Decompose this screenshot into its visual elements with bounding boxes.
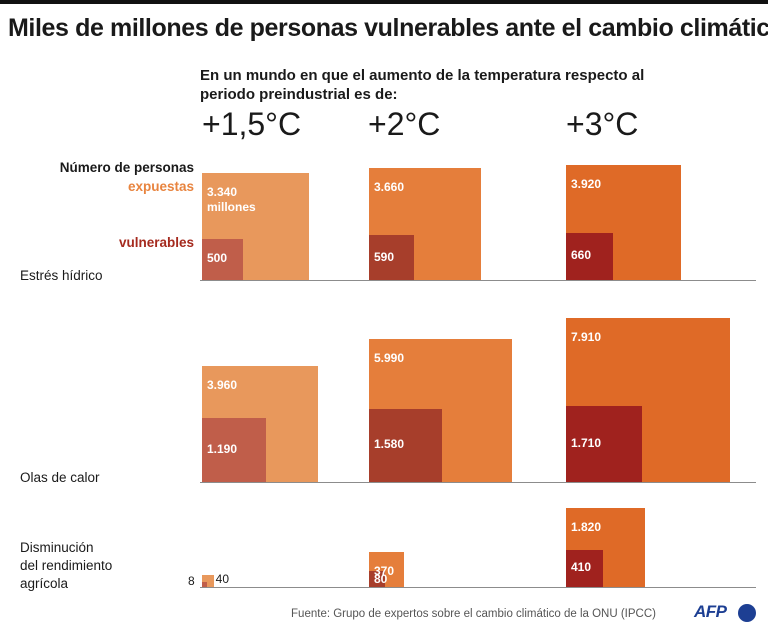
- chart-title: Miles de millones de personas vulnerable…: [8, 14, 768, 42]
- scenario-label-1: +1,5°C: [202, 106, 302, 142]
- vulnerable-value-water-stress-2: 590: [374, 249, 395, 264]
- vulnerable-value-heat-waves-3: 1.710: [571, 435, 602, 450]
- source-note: Fuente: Grupo de expertos sobre el cambi…: [291, 608, 656, 620]
- exposed-value-crop-yield-2: 370: [374, 563, 395, 578]
- baseline-crop-yield: [200, 587, 756, 588]
- vulnerable-value-crop-yield-3: 410: [571, 560, 592, 575]
- exposed-value-heat-waves-2: 5.990: [374, 351, 405, 366]
- vulnerable-box-heat-waves-3: [566, 405, 643, 482]
- exposed-value-water-stress-3: 3.920: [571, 176, 602, 191]
- vulnerable-value-heat-waves-2: 1.580: [374, 437, 405, 452]
- vulnerable-value-crop-yield-1: 8: [188, 574, 195, 588]
- vulnerable-box-water-stress-2: [369, 235, 414, 280]
- vulnerable-box-heat-waves-1: [202, 418, 266, 482]
- vulnerable-value-heat-waves-1: 1.190: [207, 442, 238, 457]
- exposed-value-crop-yield-3: 1.820: [571, 520, 602, 535]
- legend-vulnerable: vulnerables: [118, 235, 194, 250]
- exposed-value-crop-yield-1: 40: [215, 572, 230, 586]
- exposed-box-crop-yield-1: [202, 575, 214, 587]
- row-label-crop-yield: Disminución del rendimiento agrícola: [20, 540, 113, 591]
- row-label-water-stress: Estrés hídrico: [20, 268, 103, 283]
- legend-heading: Número de personas: [59, 160, 194, 175]
- vulnerable-box-crop-yield-1: [202, 581, 208, 587]
- exposed-value-water-stress-2: 3.660: [374, 180, 405, 195]
- vulnerable-box-water-stress-1: [202, 238, 244, 280]
- exposed-value-heat-waves-3: 7.910: [571, 330, 602, 344]
- vulnerable-value-water-stress-1: 500: [207, 251, 228, 266]
- exposed-value-water-stress-1: 3.340 millones: [207, 185, 256, 215]
- vulnerable-value-crop-yield-2: 80: [374, 572, 388, 586]
- vulnerable-box-crop-yield-2: [369, 570, 386, 587]
- vulnerable-box-heat-waves-2: [369, 408, 443, 482]
- vulnerable-box-crop-yield-3: [566, 549, 604, 587]
- vulnerable-box-water-stress-3: [566, 232, 614, 280]
- unit-note: millones: [207, 200, 256, 215]
- baseline-water-stress: [200, 280, 756, 281]
- vulnerable-value-water-stress-3: 660: [571, 248, 592, 263]
- baseline-heat-waves: [200, 482, 756, 483]
- chart-subtitle: En un mundo en que el aumento de la temp…: [200, 67, 645, 103]
- legend-exposed: expuestas: [127, 179, 194, 194]
- row-label-heat-waves: Olas de calor: [20, 470, 100, 485]
- scenario-label-2: +2°C: [368, 106, 441, 142]
- top-rule: [0, 0, 768, 4]
- scenario-label-3: +3°C: [566, 106, 639, 142]
- exposed-value-heat-waves-1: 3.960: [207, 377, 238, 392]
